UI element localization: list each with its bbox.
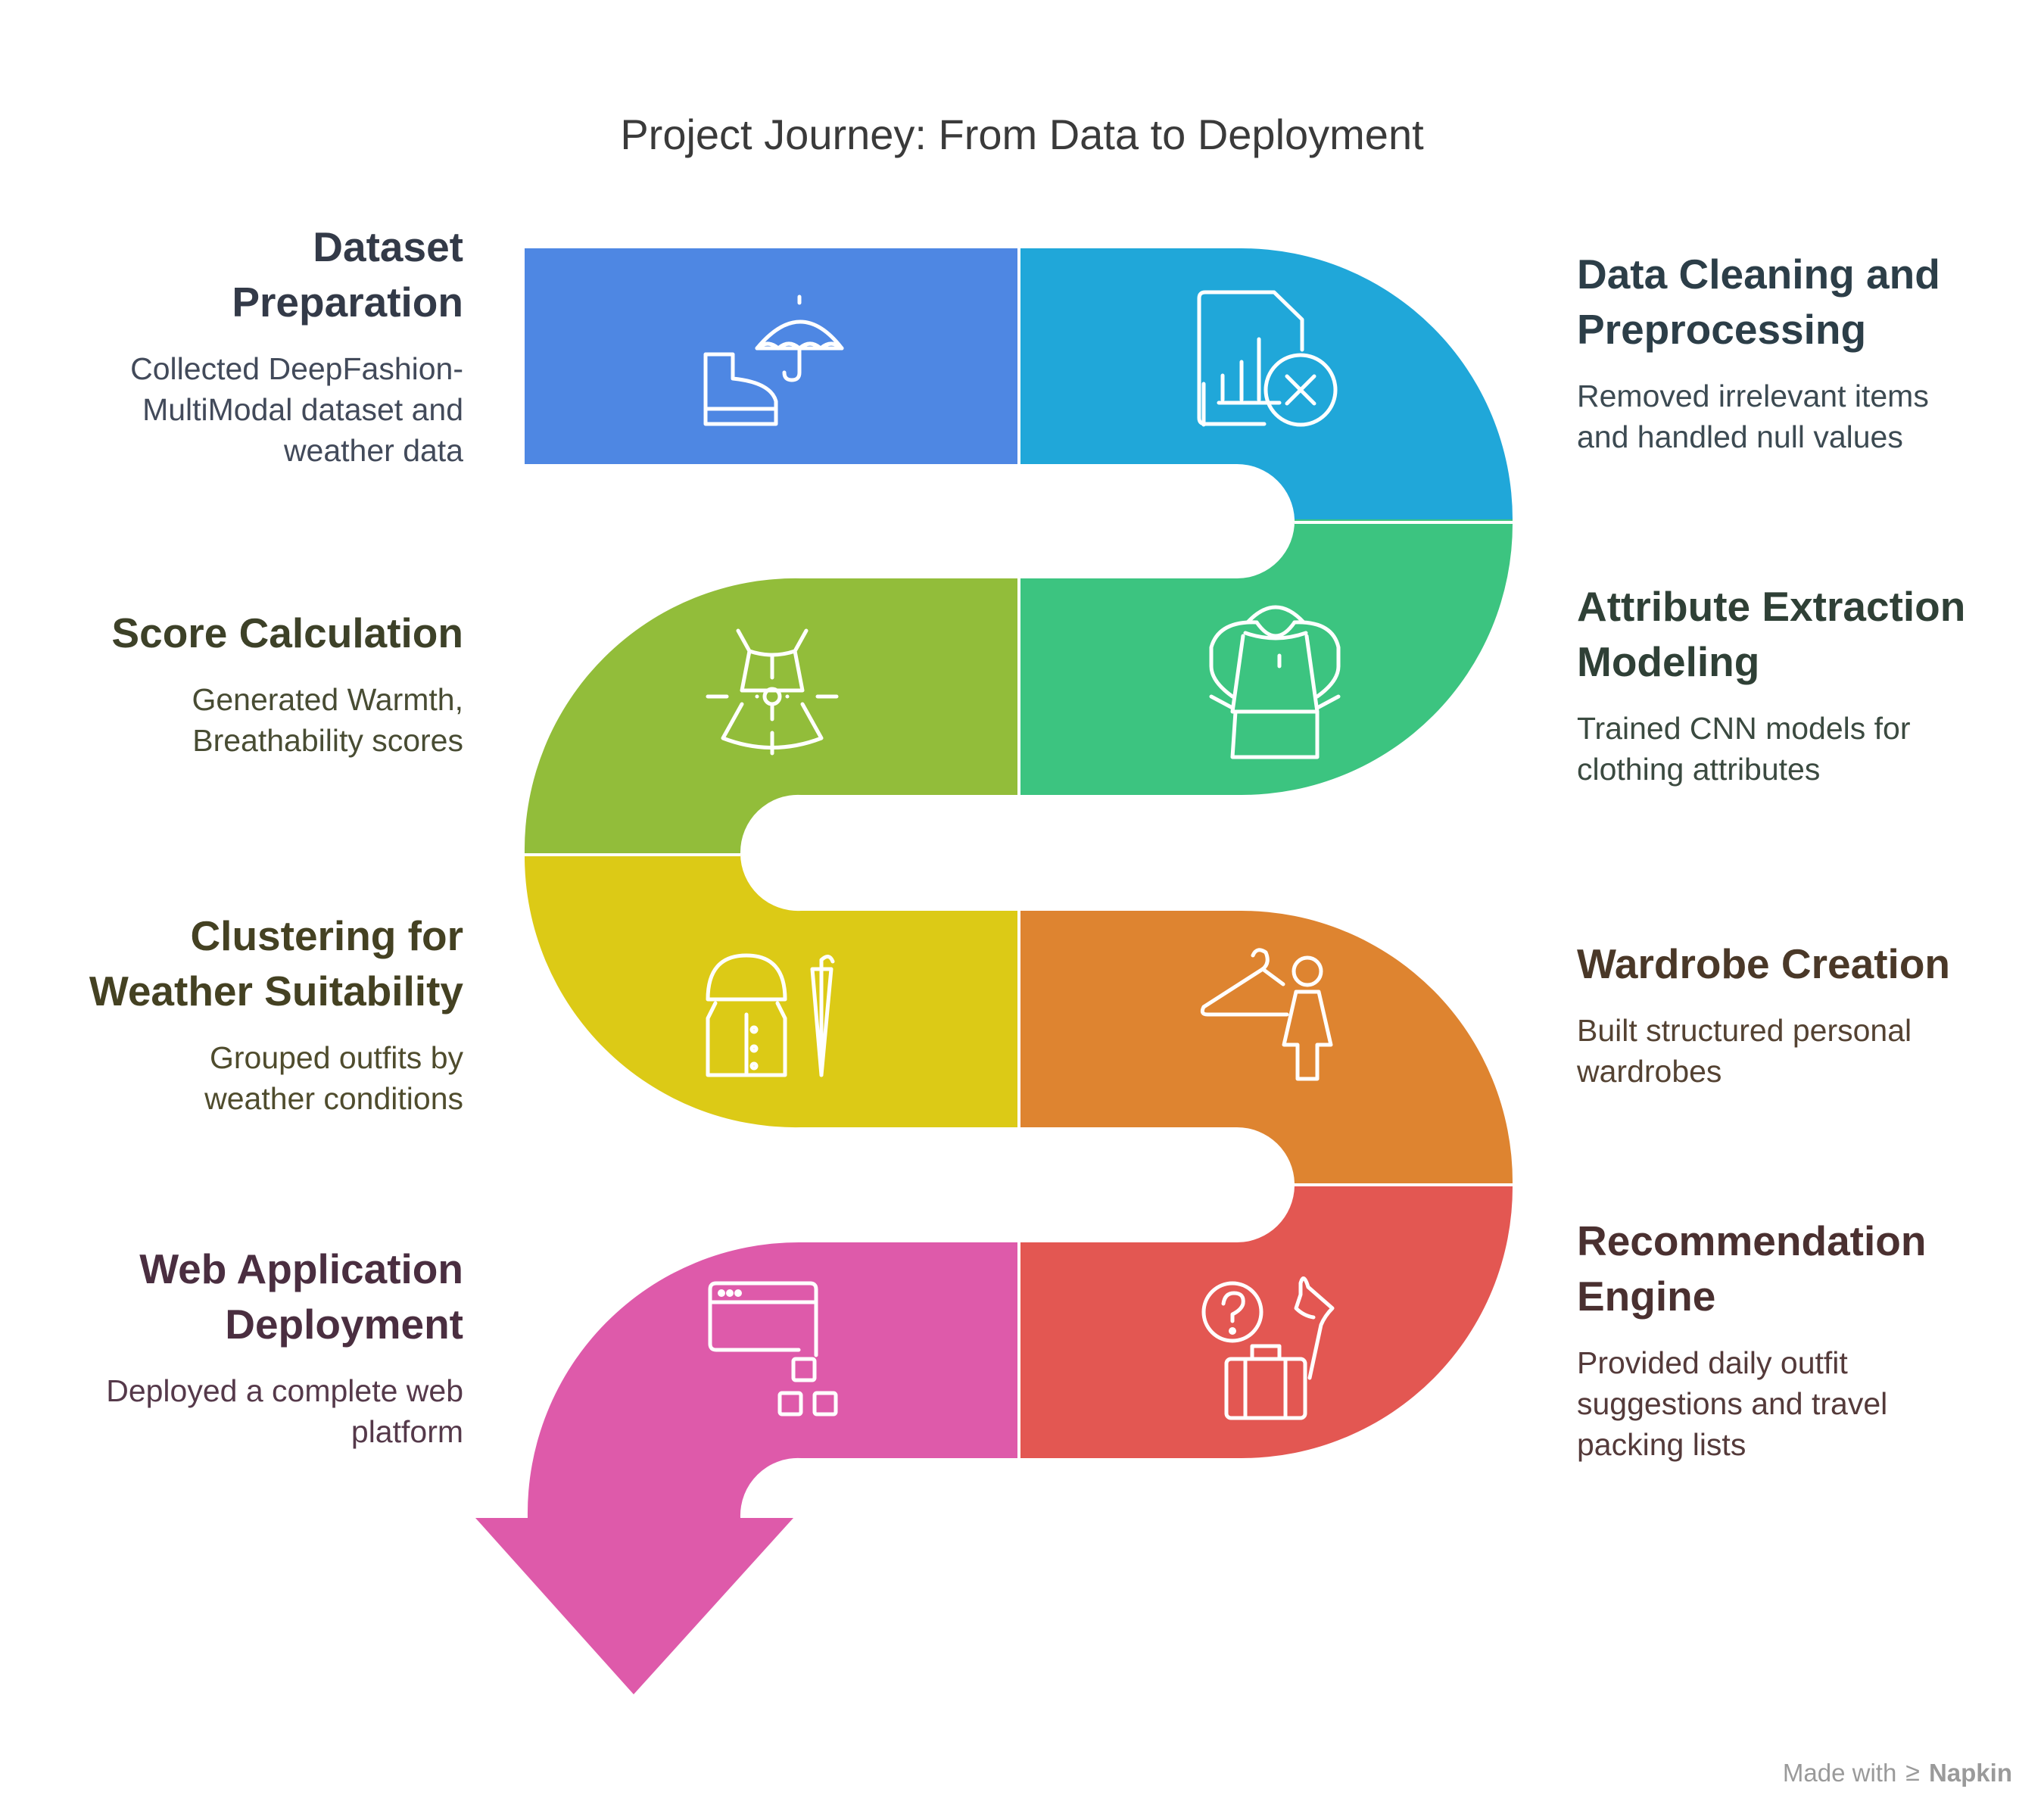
made-with-footer[interactable]: Made with ≥ Napkin bbox=[1783, 1758, 2012, 1787]
step-description: Built structured personal wardrobes bbox=[1577, 1013, 1912, 1089]
raincoat-umbrella-icon bbox=[706, 953, 835, 1077]
step-title: Attribute Extraction Modeling bbox=[1577, 583, 1966, 685]
document-chart-x-icon bbox=[1197, 290, 1338, 427]
step-description: Provided daily outfit suggestions and tra… bbox=[1577, 1345, 1888, 1462]
step-dataset-preparation: Dataset Preparation Collected DeepFashion… bbox=[55, 220, 463, 471]
step-description: Deployed a complete web platform bbox=[106, 1373, 463, 1449]
segment-wardrobe-creation bbox=[1019, 911, 1513, 1183]
segment-dividers bbox=[525, 248, 1513, 1458]
napkin-logo-icon: ≥ bbox=[1905, 1758, 1920, 1787]
footer-prefix: Made with bbox=[1782, 1758, 1897, 1787]
footer-brand: Napkin bbox=[1928, 1758, 2012, 1787]
step-title: Wardrobe Creation bbox=[1577, 940, 1951, 987]
segment-web-deployment bbox=[475, 1242, 1019, 1694]
step-description: Grouped outfits by weather conditions bbox=[204, 1040, 463, 1116]
diagram-title: Project Journey: From Data to Deployment bbox=[620, 111, 1424, 158]
segment-recommendation-engine bbox=[1019, 1186, 1513, 1459]
suitcase-umbrella-question-icon bbox=[1201, 1276, 1335, 1420]
segment-attribute-extraction bbox=[1019, 519, 1513, 795]
step-data-cleaning: Data Cleaning and Preprocessing Removed i… bbox=[1577, 247, 1986, 457]
step-title: Web Application Deployment bbox=[139, 1245, 463, 1348]
step-title: Dataset Preparation bbox=[232, 223, 463, 326]
step-recommendation-engine: Recommendation Engine Provided daily outf… bbox=[1577, 1214, 1986, 1465]
step-description: Removed irrelevant items and handled null… bbox=[1577, 379, 1929, 454]
segment-clustering bbox=[524, 853, 1019, 1128]
step-description: Trained CNN models for clothing attribute… bbox=[1577, 711, 1911, 787]
hanger-person-icon bbox=[1200, 948, 1333, 1081]
step-description: Generated Warmth, Breathability scores bbox=[192, 682, 463, 758]
step-wardrobe-creation: Wardrobe Creation Built structured perso… bbox=[1577, 937, 1986, 1092]
step-title: Data Cleaning and Preprocessing bbox=[1577, 251, 1940, 353]
step-score-calculation: Score Calculation Generated Warmth, Breat… bbox=[55, 606, 463, 761]
step-title: Clustering for Weather Suitability bbox=[89, 912, 463, 1014]
step-clustering: Clustering for Weather Suitability Groupe… bbox=[55, 908, 463, 1119]
browser-window-icon bbox=[708, 1281, 838, 1417]
step-attribute-extraction: Attribute Extraction Modeling Trained CNN… bbox=[1577, 579, 2008, 790]
segment-dataset-preparation bbox=[525, 248, 1019, 464]
step-title: Recommendation Engine bbox=[1577, 1217, 1927, 1320]
dress-measure-icon bbox=[706, 628, 839, 756]
step-title: Score Calculation bbox=[111, 609, 463, 656]
boot-umbrella-icon bbox=[703, 295, 844, 426]
hoodie-icon bbox=[1209, 605, 1341, 759]
step-description: Collected DeepFashion- MultiModal dataset… bbox=[130, 351, 463, 468]
step-web-deployment: Web Application Deployment Deployed a com… bbox=[55, 1242, 463, 1452]
